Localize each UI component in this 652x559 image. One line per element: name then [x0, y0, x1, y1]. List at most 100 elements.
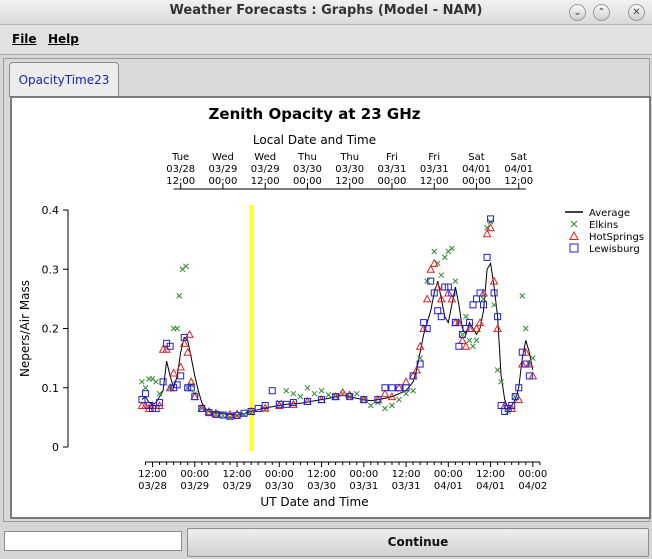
- elkins-point: [304, 384, 311, 391]
- top-tick-label-date: 03/29: [209, 164, 238, 175]
- lewisburg-point: [240, 409, 248, 417]
- top-tick-label-date: 04/01: [504, 164, 533, 175]
- lewisburg-point: [469, 301, 477, 309]
- continue-button[interactable]: Continue: [187, 528, 649, 557]
- lewisburg-point: [360, 396, 368, 404]
- hotsprings-point: [454, 318, 464, 327]
- lewisburg-point: [522, 360, 530, 368]
- x-tick-label-date: 03/31: [349, 481, 378, 492]
- lewisburg-point: [462, 325, 470, 332]
- hotsprings-point: [211, 408, 221, 417]
- minimize-icon[interactable]: ⌄: [569, 4, 586, 21]
- top-tick-label-date: 03/28: [166, 164, 195, 175]
- legend-lewisburg-swatch: [569, 243, 579, 253]
- hotsprings-point: [415, 341, 425, 350]
- hotsprings-point: [436, 294, 446, 303]
- lewisburg-point: [166, 342, 174, 350]
- lewisburg-point: [458, 330, 466, 338]
- elkins-point: [156, 390, 163, 397]
- lewisburg-point: [518, 348, 526, 356]
- top-tick-label-day: Sat: [511, 152, 527, 163]
- chart-title: Zenith Opacity at 23 GHz: [209, 105, 421, 123]
- x-tick-label-date: 03/31: [392, 481, 421, 492]
- lewisburg-point: [173, 381, 181, 389]
- chart-panel: Zenith Opacity at 23 GHz Local Date and T…: [10, 96, 651, 519]
- close-icon[interactable]: ✕: [628, 4, 645, 21]
- lewisburg-point: [180, 333, 188, 341]
- hotsprings-point: [141, 400, 150, 410]
- elkins-point: [183, 263, 189, 270]
- lewisburg-point: [448, 289, 456, 297]
- lewisburg-point: [381, 384, 389, 392]
- legend-lewisburg-label: Lewisburg: [589, 244, 640, 255]
- tab-opacitytime23[interactable]: OpacityTime23: [9, 62, 119, 97]
- menu-file[interactable]: File: [12, 32, 37, 46]
- lewisburg-point: [508, 402, 516, 410]
- x-tick-label-date: 04/01: [476, 481, 505, 492]
- lewisburg-point: [437, 313, 445, 321]
- lewisburg-point: [268, 387, 276, 395]
- top-tick-label-day: Wed: [212, 152, 234, 163]
- elkins-point: [452, 278, 459, 284]
- elkins-point: [396, 396, 402, 403]
- top-tick-label-time: 12:00: [251, 176, 280, 187]
- lewisburg-point: [149, 404, 157, 412]
- x-tick-label-date: 04/02: [518, 481, 547, 492]
- elkins-point: [434, 260, 441, 267]
- lewisburg-point: [156, 399, 164, 407]
- tab-container: OpacityTime23 Zenith Opacity at 23 GHz Lo…: [3, 58, 651, 522]
- elkins-point: [463, 313, 469, 320]
- lewisburg-point: [494, 313, 502, 321]
- top-tick-label-time: 00:00: [209, 176, 238, 187]
- lewisburg-point: [346, 393, 354, 401]
- top-tick-label-date: 03/30: [335, 164, 364, 175]
- x-tick-label-time: 00:00: [518, 469, 547, 480]
- lewisburg-point: [427, 277, 435, 285]
- lewisburg-point: [416, 360, 424, 368]
- hotsprings-point: [475, 318, 485, 327]
- lewisburg-point: [487, 215, 495, 223]
- hotsprings-point: [465, 323, 474, 332]
- x-tick-label-time: 00:00: [265, 469, 294, 480]
- top-tick-label-day: Sat: [468, 152, 484, 163]
- hotsprings-point: [443, 288, 453, 297]
- lewisburg-point: [409, 372, 417, 380]
- average-line: [141, 261, 534, 416]
- elkins-point: [382, 405, 388, 412]
- hotsprings-point: [232, 409, 242, 418]
- menu-help[interactable]: Help: [48, 32, 79, 46]
- hotsprings-point: [461, 341, 471, 350]
- hotsprings-point: [489, 276, 499, 285]
- lewisburg-point: [261, 402, 269, 410]
- elkins-point: [198, 405, 205, 412]
- lewisburg-point: [374, 396, 382, 404]
- lewisburg-point: [490, 289, 498, 297]
- lewisburg-point: [465, 319, 473, 327]
- maximize-icon[interactable]: ⌃: [593, 4, 610, 21]
- lewisburg-point: [138, 396, 146, 404]
- top-tick-label-day: Fri: [428, 152, 440, 163]
- hotsprings-point: [401, 377, 411, 386]
- top-tick-label-time: 12:00: [504, 176, 533, 187]
- lewisburg-point: [497, 402, 505, 410]
- elkins-point: [283, 387, 290, 394]
- elkins-point: [360, 396, 367, 403]
- hotsprings-point: [274, 400, 284, 410]
- hotsprings-point: [528, 371, 538, 380]
- lewisburg-point: [226, 412, 234, 420]
- elkins-point: [403, 390, 409, 397]
- y-tick-label: 0: [52, 441, 59, 454]
- top-tick-label-time: 00:00: [293, 176, 322, 187]
- tab-label: OpacityTime23: [18, 73, 110, 87]
- top-tick-label-date: 03/29: [251, 164, 280, 175]
- elkins-point: [367, 402, 374, 409]
- lewisburg-point: [430, 289, 438, 297]
- elkins-point: [290, 390, 297, 397]
- hotsprings-point: [479, 288, 488, 297]
- hotsprings-point: [472, 323, 481, 332]
- hotsprings-point: [422, 294, 432, 303]
- hotsprings-point: [412, 365, 421, 374]
- lewisburg-point: [303, 397, 311, 405]
- elkins-point: [466, 337, 473, 344]
- y-tick-label: 0.2: [42, 323, 60, 336]
